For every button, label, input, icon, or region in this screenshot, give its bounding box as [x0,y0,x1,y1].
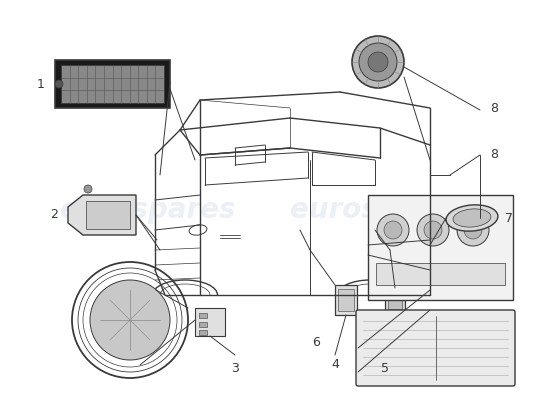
Text: 8: 8 [490,102,498,114]
FancyBboxPatch shape [61,65,164,103]
Text: 2: 2 [50,208,58,222]
Circle shape [352,36,404,88]
Circle shape [359,43,397,81]
Circle shape [464,221,482,239]
FancyBboxPatch shape [86,201,130,229]
FancyBboxPatch shape [55,60,170,108]
Text: 7: 7 [505,212,513,224]
Circle shape [424,221,442,239]
FancyBboxPatch shape [199,313,207,318]
Ellipse shape [446,205,498,231]
Circle shape [377,214,409,246]
FancyBboxPatch shape [368,195,513,300]
Circle shape [417,214,449,246]
FancyBboxPatch shape [195,308,225,336]
FancyBboxPatch shape [388,291,402,309]
Ellipse shape [453,209,491,227]
Circle shape [368,52,388,72]
FancyBboxPatch shape [356,310,515,386]
FancyBboxPatch shape [199,322,207,327]
Text: 4: 4 [331,358,339,372]
Circle shape [90,280,170,360]
FancyBboxPatch shape [338,289,354,311]
FancyBboxPatch shape [199,330,207,335]
Text: 3: 3 [231,362,239,374]
FancyBboxPatch shape [376,263,505,285]
Polygon shape [68,195,136,235]
Text: 1: 1 [37,78,45,90]
Circle shape [84,185,92,193]
FancyBboxPatch shape [335,285,357,315]
Text: 6: 6 [312,336,320,348]
Circle shape [55,80,63,88]
FancyBboxPatch shape [385,288,405,314]
Circle shape [457,214,489,246]
Text: eurospares: eurospares [60,196,235,224]
Text: 5: 5 [381,362,389,374]
Circle shape [384,221,402,239]
Text: eurospares: eurospares [290,196,465,224]
Text: 8: 8 [490,148,498,162]
